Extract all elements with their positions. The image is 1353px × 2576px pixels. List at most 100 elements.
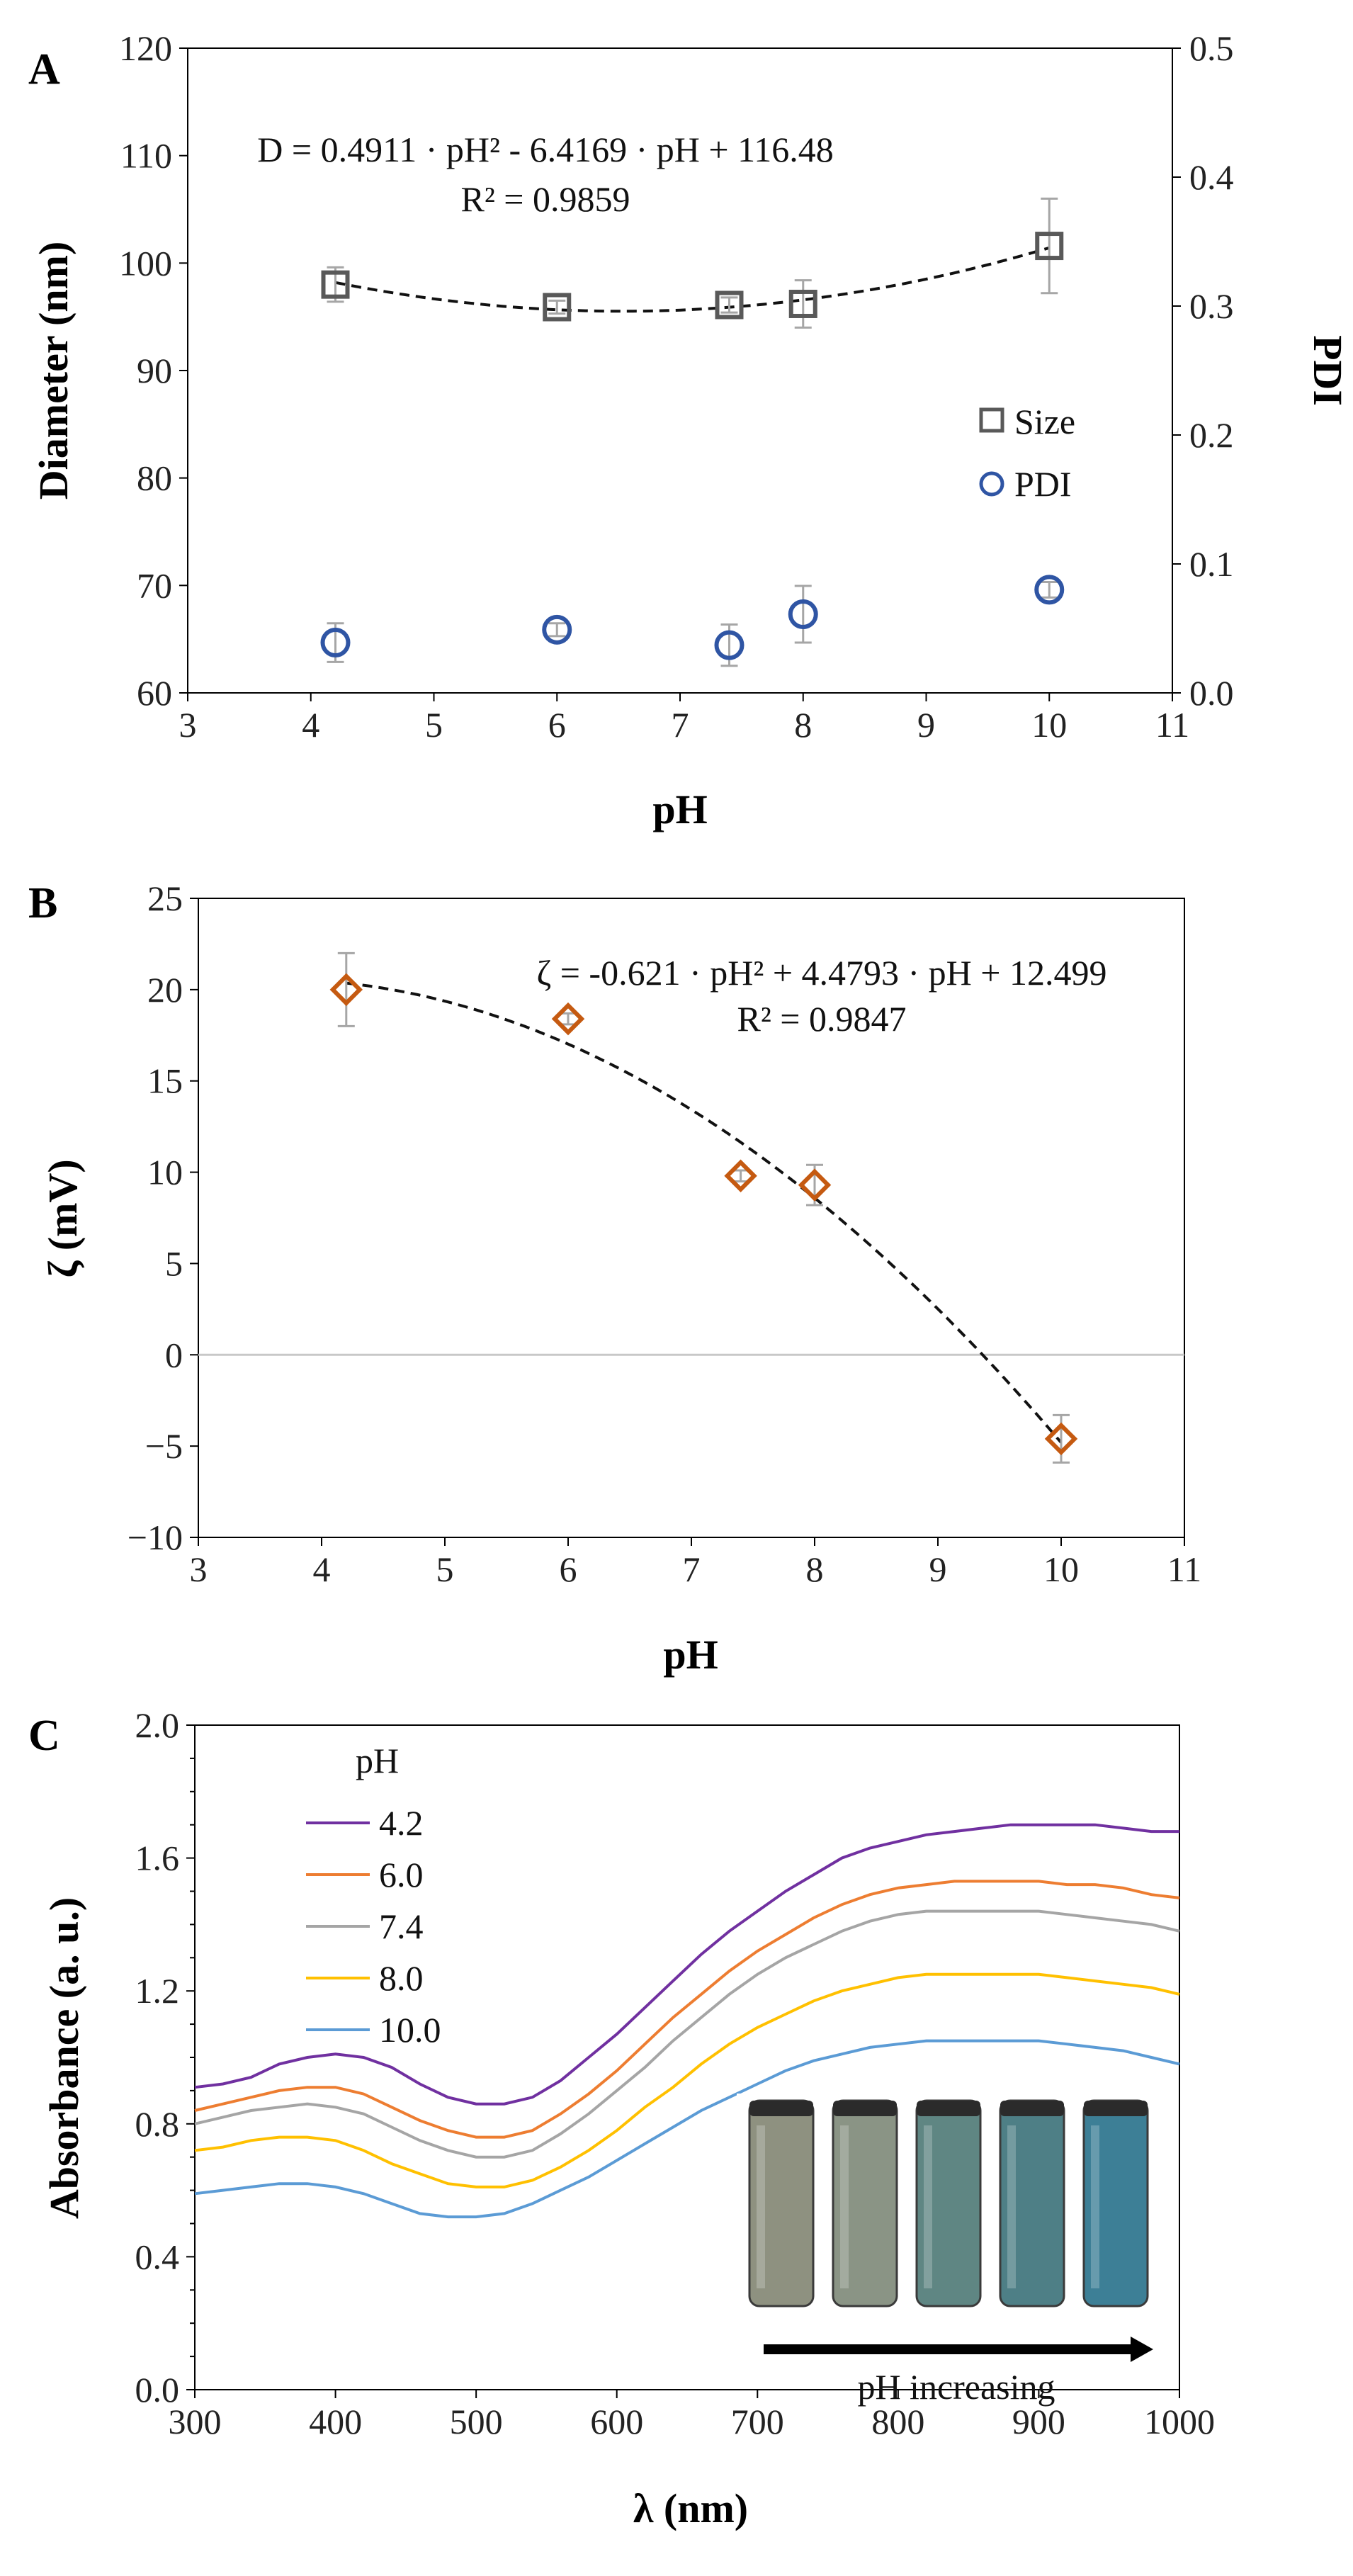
panel-a-y-tick-label: 80 bbox=[137, 458, 172, 498]
pdi-point bbox=[1034, 575, 1065, 605]
panel-a-legend: Size PDI bbox=[979, 402, 1075, 504]
pdi-point bbox=[714, 630, 745, 660]
panel-b-y-tick-label: 5 bbox=[165, 1243, 183, 1283]
legend-label: 6.0 bbox=[379, 1855, 424, 1894]
vial-highlight bbox=[1091, 2125, 1099, 2288]
vial-cap bbox=[833, 2101, 897, 2116]
panel-c-y-axis-label: Absorbance (a. u.) bbox=[41, 1897, 87, 2219]
panel-a-y-axis-label: Diameter (nm) bbox=[30, 242, 77, 500]
panel-b-x-tick-label: 10 bbox=[1043, 1549, 1079, 1589]
spectrum-line-ph-4-2 bbox=[194, 1823, 1179, 2106]
panel-c-x-tick-label: 600 bbox=[590, 2402, 643, 2441]
legend-size-marker bbox=[979, 407, 1004, 433]
zeta-point bbox=[329, 973, 363, 1007]
legend-label: 7.4 bbox=[379, 1906, 424, 1946]
zeta-point bbox=[1044, 1422, 1078, 1456]
panel-a-x-tick-label: 8 bbox=[794, 705, 812, 745]
panel-a-label: A bbox=[28, 45, 60, 94]
vial-highlight bbox=[1007, 2125, 1016, 2288]
vial-cap bbox=[749, 2101, 813, 2116]
panel-a: A 3 4 5 6 7 8 9 10 11 60 70 80 90 100 110 120 0.0 0.1 0.… bbox=[28, 28, 1351, 832]
vial-cap bbox=[1084, 2101, 1148, 2116]
panel-b-y-tick-label: 0 bbox=[165, 1335, 183, 1374]
vial-highlight bbox=[924, 2125, 932, 2288]
panel-b-y-tick-label: −5 bbox=[145, 1426, 183, 1466]
panel-a-y-tick-label: 120 bbox=[119, 28, 172, 68]
vial-highlight bbox=[757, 2125, 765, 2288]
pdi-point bbox=[542, 614, 572, 645]
panel-b-x-tick-label: 3 bbox=[190, 1549, 208, 1589]
panel-b-y-tick-label: −10 bbox=[128, 1518, 183, 1557]
size-point bbox=[1035, 232, 1064, 261]
panel-c-x-tick-label: 900 bbox=[1012, 2402, 1065, 2441]
zeta-point bbox=[551, 1002, 585, 1036]
legend-size-label: Size bbox=[1014, 402, 1075, 441]
panel-a-y2-tick-label: 0.4 bbox=[1189, 157, 1234, 197]
panel-c-x-tick-label: 800 bbox=[871, 2402, 924, 2441]
vial-photo-inset: pH increasing bbox=[737, 2094, 1169, 2407]
panel-b-y-tick-label: 20 bbox=[147, 970, 183, 1010]
legend-label: 8.0 bbox=[379, 1958, 424, 1998]
panel-b-r-squared: R² = 0.9847 bbox=[737, 999, 906, 1039]
panel-b-x-tick-label: 7 bbox=[683, 1549, 701, 1589]
legend-pdi-marker bbox=[979, 471, 1004, 497]
panel-b-fit-curve bbox=[346, 981, 1063, 1444]
panel-c-x-tick-label: 1000 bbox=[1144, 2402, 1215, 2441]
panel-b-y-tick-label: 15 bbox=[147, 1061, 183, 1101]
panel-a-y-tick-label: 110 bbox=[120, 136, 172, 176]
pdi-point bbox=[320, 628, 351, 658]
panel-a-y-tick-label: 90 bbox=[137, 351, 172, 390]
spectrum-line-ph-7-4 bbox=[194, 1909, 1180, 2159]
panel-c-x-tick-label: 400 bbox=[309, 2402, 362, 2441]
panel-b: B 3 4 5 6 7 8 9 10 11 −10 −5 0 5 10 15 20 25 ζ = -0.621… bbox=[28, 879, 1201, 1678]
panel-b-x-tick-label: 5 bbox=[436, 1549, 454, 1589]
spectrum-line-ph-6-0 bbox=[194, 1880, 1180, 2139]
panel-c-x-tick-label: 300 bbox=[169, 2402, 222, 2441]
panel-a-x-axis-label: pH bbox=[652, 786, 707, 832]
panel-a-x-tick-label: 5 bbox=[425, 705, 443, 745]
pdi-point bbox=[788, 599, 818, 629]
panel-a-fit-curve bbox=[335, 246, 1050, 313]
panel-c: C 300 400 500 600 700 800 900 1000 0.0 0.4 0.8 1.2… bbox=[28, 1705, 1215, 2531]
panel-c-y-tick-label: 1.6 bbox=[135, 1838, 180, 1878]
inset-caption: pH increasing bbox=[857, 2367, 1055, 2407]
panel-b-x-tick-label: 4 bbox=[313, 1549, 331, 1589]
panel-c-legend-title: pH bbox=[356, 1741, 399, 1780]
panel-c-y-tick-label: 2.0 bbox=[135, 1705, 180, 1745]
legend-label: 4.2 bbox=[379, 1803, 424, 1843]
spectrum-line-ph-10-0 bbox=[194, 2039, 1180, 2219]
panel-a-y2-tick-label: 0.3 bbox=[1189, 286, 1234, 326]
panel-b-y-tick-label: 10 bbox=[147, 1153, 183, 1192]
panel-c-y-tick-label: 1.2 bbox=[135, 1971, 180, 2011]
panel-a-x-tick-label: 4 bbox=[302, 705, 319, 745]
panel-c-x-tick-label: 500 bbox=[450, 2402, 503, 2441]
panel-a-x-tick-label: 11 bbox=[1155, 705, 1189, 745]
panel-a-y2-tick-label: 0.5 bbox=[1189, 28, 1234, 68]
panel-b-y-tick-label: 25 bbox=[147, 879, 183, 918]
panel-a-x-tick-label: 6 bbox=[548, 705, 566, 745]
panel-b-y-axis-label: ζ (mV) bbox=[40, 1159, 86, 1277]
panel-a-r-squared: R² = 0.9859 bbox=[460, 179, 630, 219]
panel-c-legend: 4.2 6.0 7.4 8.0 10.0 bbox=[306, 1803, 441, 2050]
panel-b-x-tick-label: 9 bbox=[929, 1549, 947, 1589]
vial-cap bbox=[1000, 2101, 1064, 2116]
panel-b-x-tick-label: 11 bbox=[1167, 1549, 1201, 1589]
panel-a-x-tick-label: 10 bbox=[1031, 705, 1067, 745]
panel-b-equation: ζ = -0.621 · pH² + 4.4793 · pH + 12.499 bbox=[537, 953, 1107, 993]
legend-pdi-label: PDI bbox=[1014, 464, 1072, 504]
size-point bbox=[715, 290, 744, 320]
size-point bbox=[321, 270, 350, 299]
panel-b-x-axis-label: pH bbox=[663, 1632, 718, 1678]
panel-a-x-tick-label: 9 bbox=[917, 705, 935, 745]
panel-b-x-tick-label: 8 bbox=[806, 1549, 824, 1589]
panel-a-y2-tick-label: 0.0 bbox=[1189, 673, 1234, 713]
panel-a-y2-tick-label: 0.1 bbox=[1189, 544, 1234, 584]
panel-a-y2-tick-label: 0.2 bbox=[1189, 415, 1234, 455]
ph-increasing-arrow-head bbox=[1131, 2337, 1153, 2362]
legend-label: 10.0 bbox=[379, 2010, 441, 2050]
panel-c-label: C bbox=[28, 1712, 60, 1760]
panel-a-x-tick-label: 7 bbox=[672, 705, 689, 745]
panel-a-y-tick-label: 70 bbox=[137, 565, 172, 605]
panel-b-x-tick-label: 6 bbox=[560, 1549, 577, 1589]
